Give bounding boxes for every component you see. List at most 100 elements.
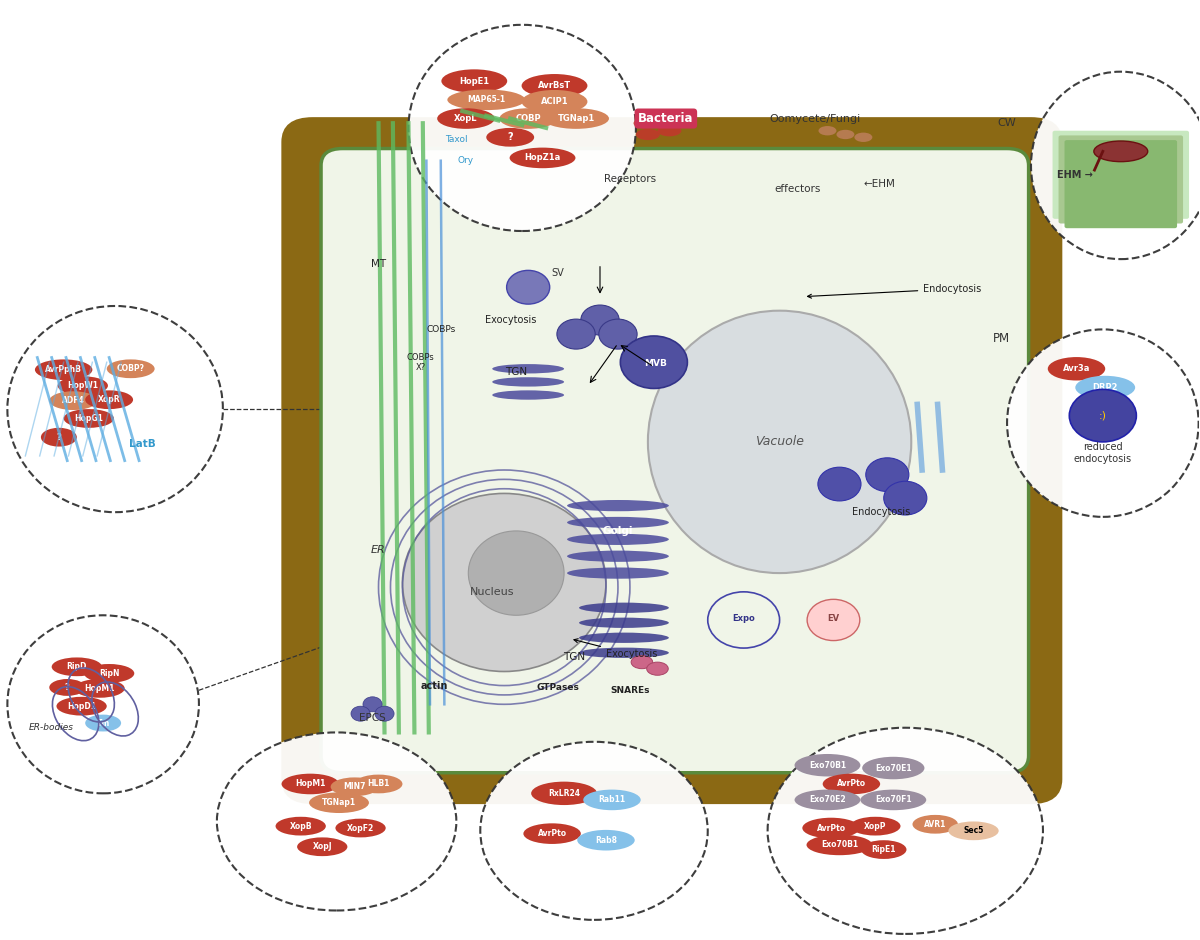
- Text: XopR: XopR: [98, 395, 120, 404]
- Text: ADF4: ADF4: [62, 396, 84, 405]
- Ellipse shape: [522, 74, 588, 98]
- Text: XopL: XopL: [454, 114, 478, 123]
- Text: Exo70B1: Exo70B1: [821, 840, 858, 850]
- Text: EHM →: EHM →: [1057, 170, 1093, 180]
- Text: Rab11: Rab11: [599, 795, 625, 805]
- Ellipse shape: [437, 108, 494, 129]
- Text: COBP: COBP: [515, 114, 541, 123]
- Ellipse shape: [568, 568, 668, 579]
- Text: HopW1: HopW1: [67, 381, 98, 390]
- Ellipse shape: [568, 551, 668, 562]
- Text: Expo: Expo: [732, 614, 755, 622]
- Text: PM: PM: [992, 332, 1009, 345]
- Ellipse shape: [580, 648, 668, 658]
- Ellipse shape: [492, 364, 564, 373]
- Text: XopF2: XopF2: [347, 823, 374, 833]
- Text: CW: CW: [997, 118, 1016, 128]
- Ellipse shape: [276, 817, 326, 836]
- Circle shape: [818, 467, 860, 501]
- Ellipse shape: [354, 775, 402, 793]
- Ellipse shape: [854, 133, 872, 142]
- Text: Rab8: Rab8: [595, 836, 617, 845]
- Ellipse shape: [486, 128, 534, 147]
- Circle shape: [1069, 389, 1136, 442]
- Text: Endocytosis: Endocytosis: [852, 508, 911, 517]
- Ellipse shape: [1048, 357, 1105, 381]
- Ellipse shape: [948, 822, 998, 840]
- Ellipse shape: [499, 108, 557, 129]
- Text: MAP65-1: MAP65-1: [467, 95, 505, 104]
- Ellipse shape: [52, 657, 102, 676]
- Ellipse shape: [331, 777, 378, 796]
- Ellipse shape: [310, 792, 368, 813]
- Text: Vacuole: Vacuole: [755, 435, 804, 448]
- Ellipse shape: [658, 125, 682, 136]
- Text: COBPs
X?: COBPs X?: [407, 352, 434, 372]
- Text: effectors: effectors: [774, 184, 821, 194]
- Text: TGN: TGN: [563, 652, 584, 663]
- Ellipse shape: [282, 774, 340, 794]
- Text: AVR1: AVR1: [924, 820, 947, 829]
- Ellipse shape: [862, 757, 924, 779]
- FancyBboxPatch shape: [322, 149, 1028, 773]
- Text: Avr3a: Avr3a: [1063, 365, 1090, 373]
- Ellipse shape: [492, 390, 564, 400]
- Text: reduced
endocytosis: reduced endocytosis: [1074, 443, 1132, 464]
- Text: MIN7: MIN7: [343, 782, 366, 791]
- Ellipse shape: [49, 391, 97, 410]
- Text: Ory: Ory: [458, 156, 474, 165]
- Text: HopG1: HopG1: [74, 414, 103, 423]
- Text: Exo70E1: Exo70E1: [875, 763, 912, 773]
- Text: LatB: LatB: [130, 439, 156, 448]
- Ellipse shape: [7, 306, 223, 512]
- Text: SV: SV: [552, 268, 564, 278]
- Text: COBPs: COBPs: [426, 325, 455, 334]
- Ellipse shape: [448, 89, 526, 110]
- Ellipse shape: [74, 679, 125, 697]
- Text: Sec5: Sec5: [964, 826, 984, 836]
- Text: HopD1: HopD1: [67, 701, 96, 711]
- Ellipse shape: [583, 790, 641, 810]
- Ellipse shape: [336, 819, 385, 838]
- Ellipse shape: [510, 148, 576, 168]
- Ellipse shape: [631, 655, 653, 668]
- Text: Bacteria: Bacteria: [638, 112, 694, 125]
- Ellipse shape: [522, 90, 588, 114]
- Text: Oomycete/Fungi: Oomycete/Fungi: [770, 114, 862, 123]
- Circle shape: [581, 306, 619, 335]
- Ellipse shape: [468, 531, 564, 616]
- Ellipse shape: [851, 817, 900, 836]
- Ellipse shape: [636, 129, 660, 140]
- Ellipse shape: [1075, 376, 1135, 399]
- Text: HopZ1a: HopZ1a: [524, 153, 560, 163]
- Ellipse shape: [442, 70, 508, 93]
- Ellipse shape: [568, 534, 668, 545]
- Ellipse shape: [107, 359, 155, 378]
- Ellipse shape: [492, 377, 564, 386]
- Ellipse shape: [1094, 141, 1147, 162]
- Circle shape: [599, 319, 637, 349]
- Ellipse shape: [1007, 329, 1199, 517]
- Text: Endocytosis: Endocytosis: [808, 284, 982, 298]
- Text: Receptors: Receptors: [604, 175, 656, 184]
- Ellipse shape: [648, 311, 911, 573]
- Ellipse shape: [408, 24, 636, 231]
- Text: ←EHM: ←EHM: [863, 180, 895, 189]
- Ellipse shape: [580, 603, 668, 613]
- Ellipse shape: [768, 728, 1043, 934]
- Text: Exocytosis: Exocytosis: [574, 639, 658, 660]
- Text: XopJ: XopJ: [312, 842, 332, 852]
- Text: AvrBsT: AvrBsT: [538, 81, 571, 90]
- Ellipse shape: [49, 679, 85, 696]
- Text: EPCS: EPCS: [359, 713, 386, 724]
- Ellipse shape: [85, 390, 133, 409]
- Ellipse shape: [480, 742, 708, 920]
- Text: AvrPphB: AvrPphB: [46, 366, 82, 374]
- Ellipse shape: [794, 754, 860, 776]
- Text: AvrPto: AvrPto: [836, 779, 866, 789]
- Text: RxLR24: RxLR24: [548, 789, 580, 798]
- Text: XopB: XopB: [289, 822, 312, 831]
- Circle shape: [362, 697, 382, 712]
- FancyBboxPatch shape: [1058, 135, 1183, 224]
- Ellipse shape: [580, 618, 668, 628]
